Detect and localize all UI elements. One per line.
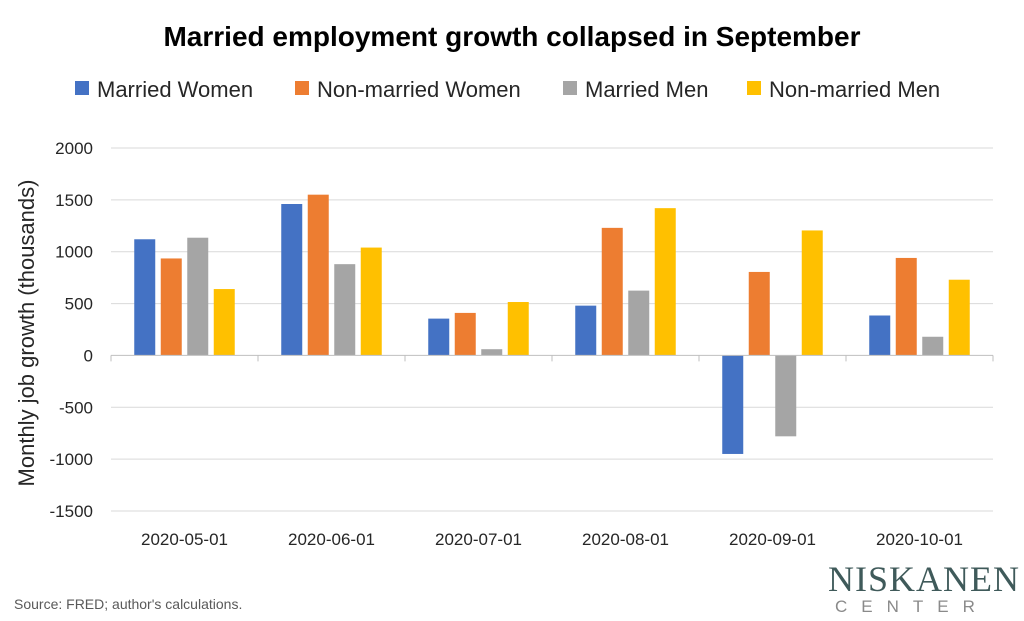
y-tick-label: 1000 <box>55 243 93 262</box>
y-axis-ticks: 2000 1500 1000 500 0 -500 -1000 -1500 <box>50 139 93 521</box>
y-axis-label: Monthly job growth (thousands) <box>14 180 39 487</box>
gridlines <box>111 147 993 512</box>
chart-title: Married employment growth collapsed in S… <box>163 21 860 52</box>
bar <box>481 349 503 356</box>
bar <box>160 258 182 356</box>
source-note: Source: FRED; author's calculations. <box>14 596 242 612</box>
x-tick-label: 2020-08-01 <box>582 530 669 549</box>
bar <box>134 239 156 356</box>
bar <box>748 271 770 356</box>
bar <box>334 264 356 356</box>
legend-label: Married Men <box>585 77 708 102</box>
bars <box>134 194 970 454</box>
niskanen-logo: NISKANEN CENTER <box>828 559 1020 616</box>
bar <box>213 289 235 356</box>
y-tick-label: 0 <box>84 346 93 365</box>
bar <box>895 257 917 356</box>
x-tick-label: 2020-07-01 <box>435 530 522 549</box>
bar <box>360 247 382 356</box>
bar <box>454 312 476 356</box>
y-tick-label: 500 <box>65 295 93 314</box>
bar <box>507 302 529 356</box>
legend: Married Women Non-married Women Married Me… <box>75 77 940 102</box>
bar <box>722 355 744 454</box>
legend-swatch <box>75 81 89 95</box>
bar <box>948 279 970 356</box>
logo-main-text: NISKANEN <box>828 559 1020 599</box>
legend-swatch <box>563 81 577 95</box>
bar <box>187 237 209 356</box>
bar <box>869 315 891 356</box>
legend-label: Non-married Men <box>769 77 940 102</box>
bar <box>307 194 329 356</box>
bar <box>428 318 450 356</box>
y-tick-label: 1500 <box>55 191 93 210</box>
x-axis-ticks: 2020-05-01 2020-06-01 2020-07-01 2020-08-01… <box>110 355 994 549</box>
legend-swatch <box>747 81 761 95</box>
y-tick-label: -500 <box>59 398 93 417</box>
bar <box>654 208 676 356</box>
bar <box>922 336 944 356</box>
legend-label: Non-married Women <box>317 77 521 102</box>
y-tick-label: 2000 <box>55 139 93 158</box>
logo-sub-text: CENTER <box>835 597 989 616</box>
x-tick-label: 2020-06-01 <box>288 530 375 549</box>
y-tick-label: -1000 <box>50 450 93 469</box>
legend-swatch <box>295 81 309 95</box>
legend-label: Married Women <box>97 77 253 102</box>
bar <box>775 355 797 437</box>
x-tick-label: 2020-10-01 <box>876 530 963 549</box>
bar <box>801 230 823 356</box>
bar <box>575 305 597 356</box>
bar <box>281 204 303 356</box>
x-tick-label: 2020-05-01 <box>141 530 228 549</box>
bar <box>601 227 623 356</box>
bar <box>628 290 650 356</box>
x-tick-label: 2020-09-01 <box>729 530 816 549</box>
y-tick-label: -1500 <box>50 502 93 521</box>
